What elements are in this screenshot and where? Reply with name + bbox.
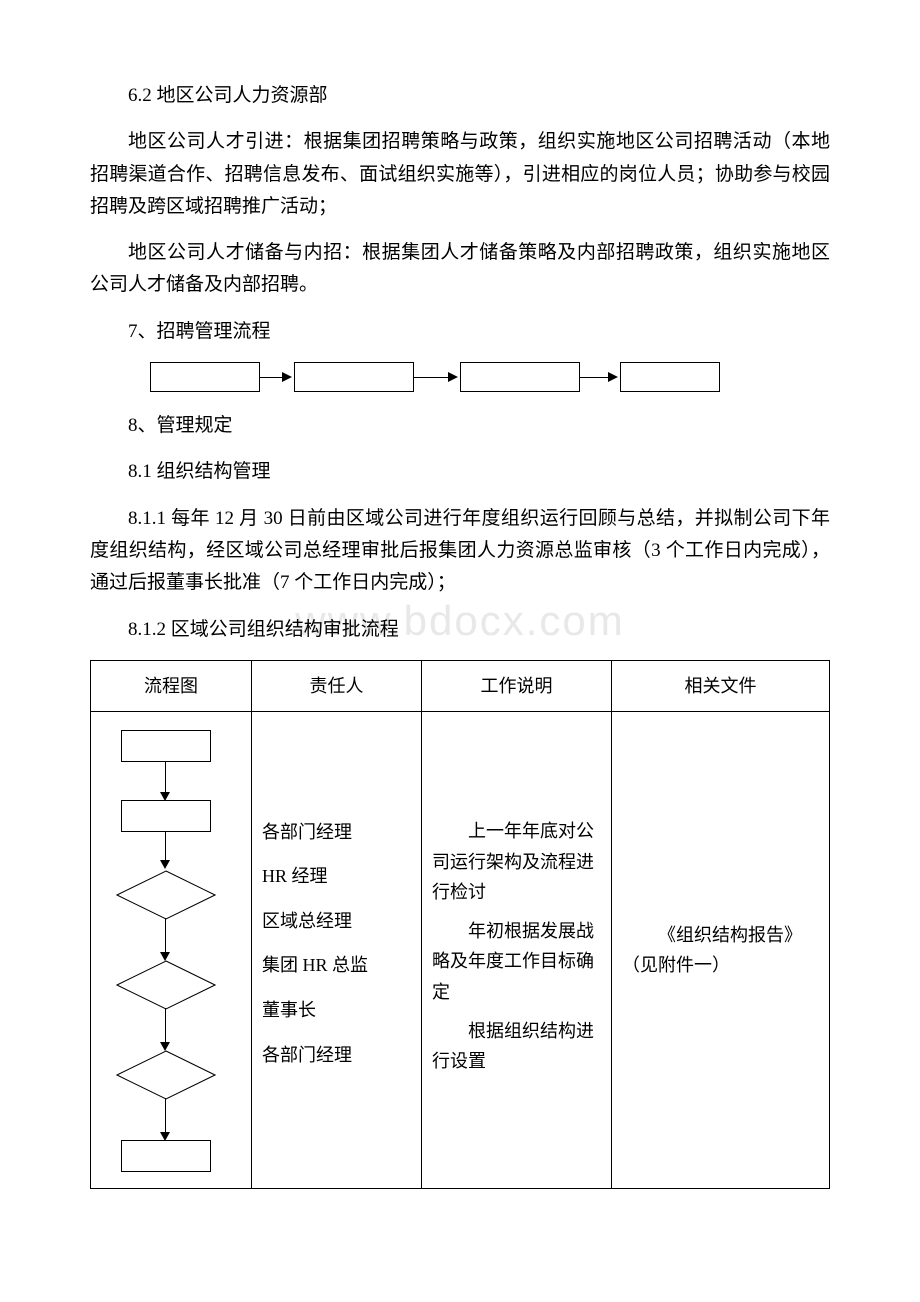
fc-line bbox=[165, 1098, 166, 1134]
resp-2: HR 经理 bbox=[262, 861, 411, 892]
fc-line bbox=[165, 832, 166, 862]
fc-diamond-1 bbox=[116, 870, 216, 920]
flow-arrow-2 bbox=[448, 372, 458, 382]
resp-4: 集团 HR 总监 bbox=[262, 950, 411, 981]
recruit-flow-diagram bbox=[150, 362, 830, 392]
desc-1: 上一年年底对公司运行架构及流程进行检讨 bbox=[432, 816, 601, 908]
approval-flowchart bbox=[101, 720, 241, 1180]
approval-table: 流程图 责任人 工作说明 相关文件 bbox=[90, 660, 830, 1190]
th-description: 工作说明 bbox=[422, 660, 612, 712]
flow-arrow-3 bbox=[608, 372, 618, 382]
table-header-row: 流程图 责任人 工作说明 相关文件 bbox=[91, 660, 830, 712]
para-8-1-1: 8.1.1 每年 12 月 30 日前由区域公司进行年度组织运行回顾与总结，并拟… bbox=[90, 503, 830, 600]
section-6-2-title: 6.2 地区公司人力资源部 bbox=[90, 80, 830, 112]
fc-rect-3 bbox=[121, 1140, 211, 1172]
resp-6: 各部门经理 bbox=[262, 1040, 411, 1071]
th-responsible: 责任人 bbox=[252, 660, 422, 712]
flow-box-4 bbox=[620, 362, 720, 392]
fc-line bbox=[165, 918, 166, 954]
desc-3: 根据组织结构进行设置 bbox=[432, 1016, 601, 1077]
cell-documents: 《组织结构报告》（见附件一） bbox=[612, 712, 830, 1189]
fc-diamond-3 bbox=[116, 1050, 216, 1100]
flow-box-1 bbox=[150, 362, 260, 392]
flow-line-1 bbox=[260, 377, 282, 378]
fc-rect-1 bbox=[121, 730, 211, 762]
fc-rect-2 bbox=[121, 800, 211, 832]
cell-description: 上一年年底对公司运行架构及流程进行检讨 年初根据发展战略及年度工作目标确定 根据… bbox=[422, 712, 612, 1189]
section-8-title: 8、管理规定 bbox=[90, 410, 830, 442]
resp-5: 董事长 bbox=[262, 995, 411, 1026]
th-flowchart: 流程图 bbox=[91, 660, 252, 712]
section-7-title: 7、招聘管理流程 bbox=[90, 316, 830, 348]
para-6-2-a: 地区公司人才引进：根据集团招聘策略与政策，组织实施地区公司招聘活动（本地招聘渠道… bbox=[90, 126, 830, 223]
para-6-2-b: 地区公司人才储备与内招：根据集团人才储备策略及内部招聘政策，组织实施地区公司人才… bbox=[90, 237, 830, 302]
fc-line bbox=[165, 1008, 166, 1044]
resp-3: 区域总经理 bbox=[262, 906, 411, 937]
fc-line bbox=[165, 762, 166, 792]
section-8-1-2-title: 8.1.2 区域公司组织结构审批流程 bbox=[90, 614, 830, 646]
cell-responsible: 各部门经理 HR 经理 区域总经理 集团 HR 总监 董事长 各部门经理 bbox=[252, 712, 422, 1189]
resp-1: 各部门经理 bbox=[262, 817, 411, 848]
section-8-1-title: 8.1 组织结构管理 bbox=[90, 456, 830, 488]
flow-box-2 bbox=[294, 362, 414, 392]
flow-line-3 bbox=[580, 377, 608, 378]
cell-flowchart bbox=[91, 712, 252, 1189]
table-body-row: 各部门经理 HR 经理 区域总经理 集团 HR 总监 董事长 各部门经理 上一年… bbox=[91, 712, 830, 1189]
flow-box-3 bbox=[460, 362, 580, 392]
flow-line-2 bbox=[414, 377, 448, 378]
th-documents: 相关文件 bbox=[612, 660, 830, 712]
desc-2: 年初根据发展战略及年度工作目标确定 bbox=[432, 916, 601, 1008]
fc-arrow bbox=[160, 860, 170, 869]
flow-arrow-1 bbox=[282, 372, 292, 382]
fc-diamond-2 bbox=[116, 960, 216, 1010]
doc-1: 《组织结构报告》（见附件一） bbox=[622, 920, 819, 981]
